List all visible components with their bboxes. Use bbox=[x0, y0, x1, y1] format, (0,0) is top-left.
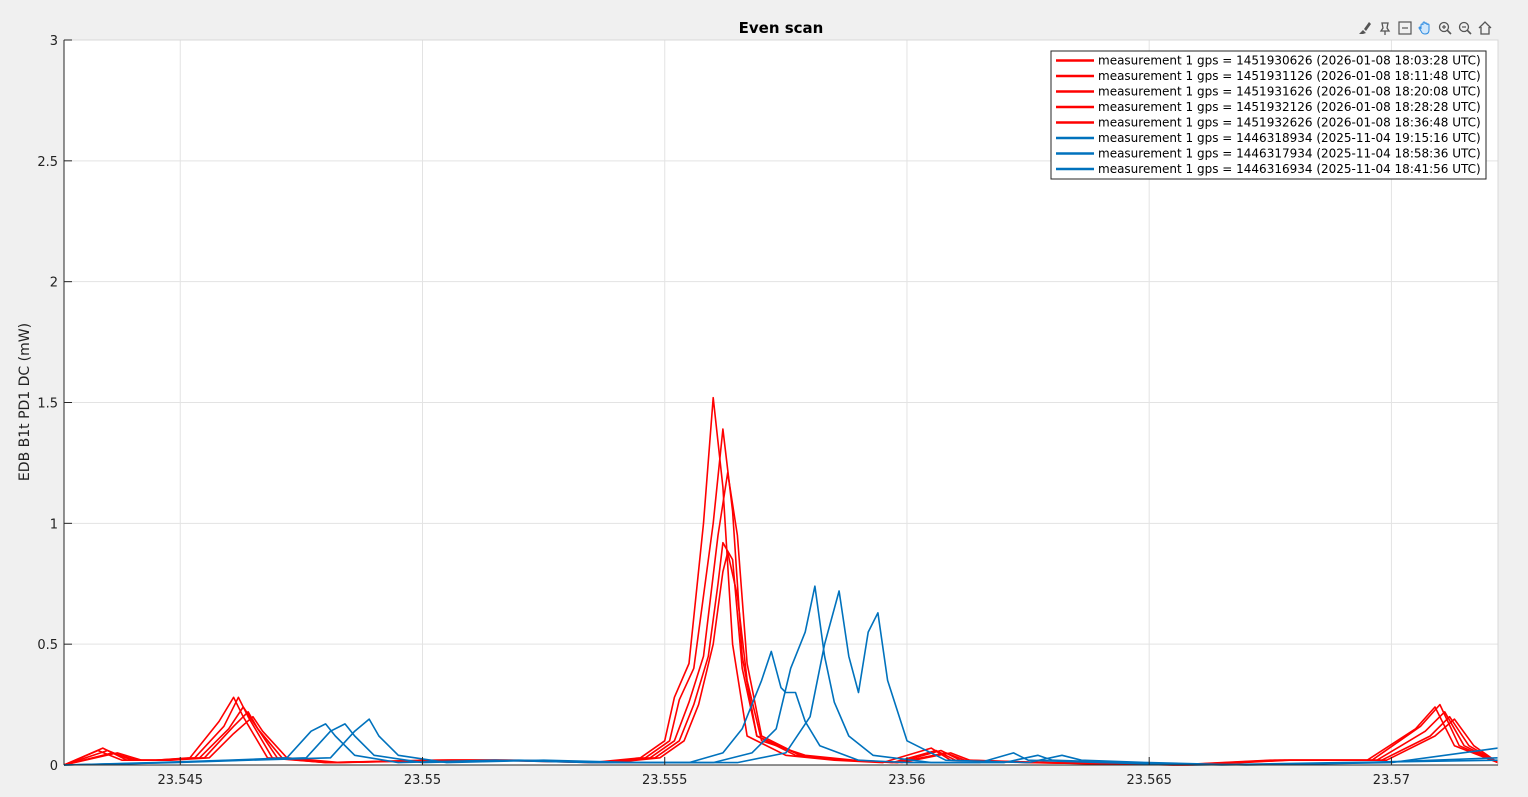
legend-entry: measurement 1 gps = 1446317934 (2025-11-… bbox=[1098, 147, 1481, 161]
series-line-7 bbox=[63, 585, 1499, 766]
legend-entry: measurement 1 gps = 1451931126 (2026-01-… bbox=[1098, 69, 1481, 83]
legend-entry: measurement 1 gps = 1451932626 (2026-01-… bbox=[1098, 116, 1481, 130]
restore-view-icon[interactable] bbox=[1396, 19, 1414, 37]
y-tick-label: 3 bbox=[50, 34, 58, 49]
legend-box bbox=[1050, 50, 1487, 180]
zoom-in-icon[interactable] bbox=[1436, 19, 1454, 37]
axis-ticks: 23.545 23.55 23.555 23.56 23.565 23.57 0 0.5 1 1.… bbox=[37, 34, 1410, 788]
y-tick-label: 0 bbox=[50, 759, 58, 774]
series-line-5 bbox=[63, 551, 1499, 766]
series-line-8 bbox=[63, 590, 1499, 766]
legend-entry: measurement 1 gps = 1451930626 (2026-01-… bbox=[1098, 54, 1481, 68]
y-tick-label: 0.5 bbox=[37, 638, 58, 653]
legend-entry: measurement 1 gps = 1451931626 (2026-01-… bbox=[1098, 85, 1481, 99]
series-lines bbox=[63, 396, 1499, 766]
chart-title: Even scan bbox=[739, 19, 824, 37]
y-tick-label: 1.5 bbox=[37, 397, 58, 412]
axes-toolbar bbox=[1356, 19, 1494, 39]
x-tick-label: 23.56 bbox=[888, 773, 925, 788]
legend-entry: measurement 1 gps = 1451932126 (2026-01-… bbox=[1098, 100, 1481, 114]
x-tick-label: 23.55 bbox=[404, 773, 441, 788]
x-tick-label: 23.565 bbox=[1126, 773, 1172, 788]
y-tick-label: 1 bbox=[50, 517, 58, 532]
x-tick-label: 23.57 bbox=[1373, 773, 1410, 788]
pan-icon[interactable] bbox=[1416, 19, 1434, 37]
legend-entry: measurement 1 gps = 1446318934 (2025-11-… bbox=[1098, 131, 1481, 145]
y-axis-label: EDB B1t PD1 DC (mW) bbox=[17, 323, 33, 481]
x-tick-label: 23.545 bbox=[158, 773, 204, 788]
legend-entry: measurement 1 gps = 1446316934 (2025-11-… bbox=[1098, 162, 1481, 176]
brush-icon[interactable] bbox=[1356, 19, 1374, 37]
zoom-out-icon[interactable] bbox=[1456, 19, 1474, 37]
series-line-6 bbox=[63, 650, 1499, 766]
y-tick-label: 2.5 bbox=[37, 155, 58, 170]
x-tick-label: 23.555 bbox=[642, 773, 688, 788]
y-tick-label: 2 bbox=[50, 276, 58, 291]
legend: measurement 1 gps = 1451930626 (2026-01-… bbox=[1050, 50, 1487, 180]
home-icon[interactable] bbox=[1476, 19, 1494, 37]
data-tips-icon[interactable] bbox=[1376, 19, 1394, 37]
